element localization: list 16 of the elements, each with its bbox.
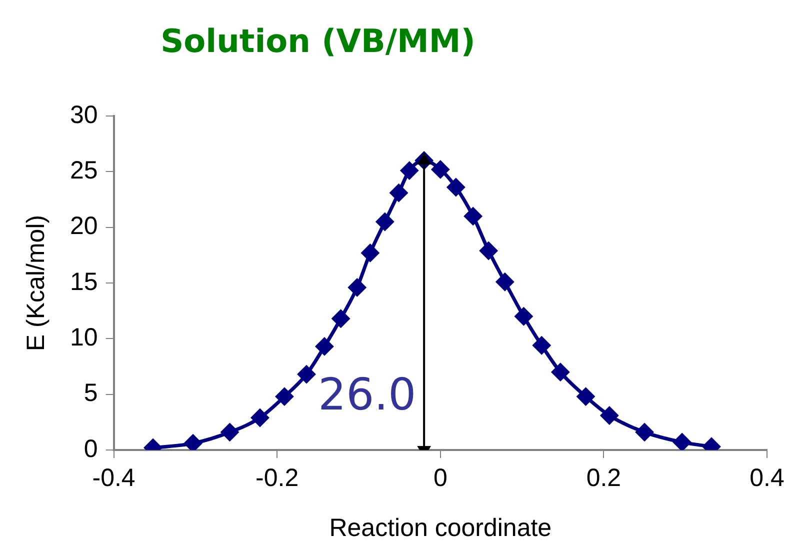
x-tick-label: 0	[433, 464, 448, 492]
y-tick-label: 10	[70, 324, 98, 352]
annotation: 26.0	[318, 369, 416, 420]
x-tick-label: 0.2	[586, 464, 622, 492]
x-tick-label: -0.4	[92, 464, 136, 492]
y-tick-label: 25	[70, 156, 98, 185]
y-tick-label: 0	[84, 434, 98, 463]
y-tick-label: 15	[70, 268, 98, 296]
y-axis-title: E (Kcal/mol)	[22, 214, 50, 352]
y-tick-label: 5	[84, 379, 98, 408]
x-axis-title: Reaction coordinate	[329, 514, 552, 542]
x-tick-label: -0.2	[256, 464, 299, 492]
y-tick-label: 20	[70, 212, 98, 240]
chart-title: Solution (VB/MM)	[160, 22, 476, 60]
y-tick-label: 30	[70, 100, 98, 129]
x-tick-label: 0.4	[750, 464, 784, 492]
